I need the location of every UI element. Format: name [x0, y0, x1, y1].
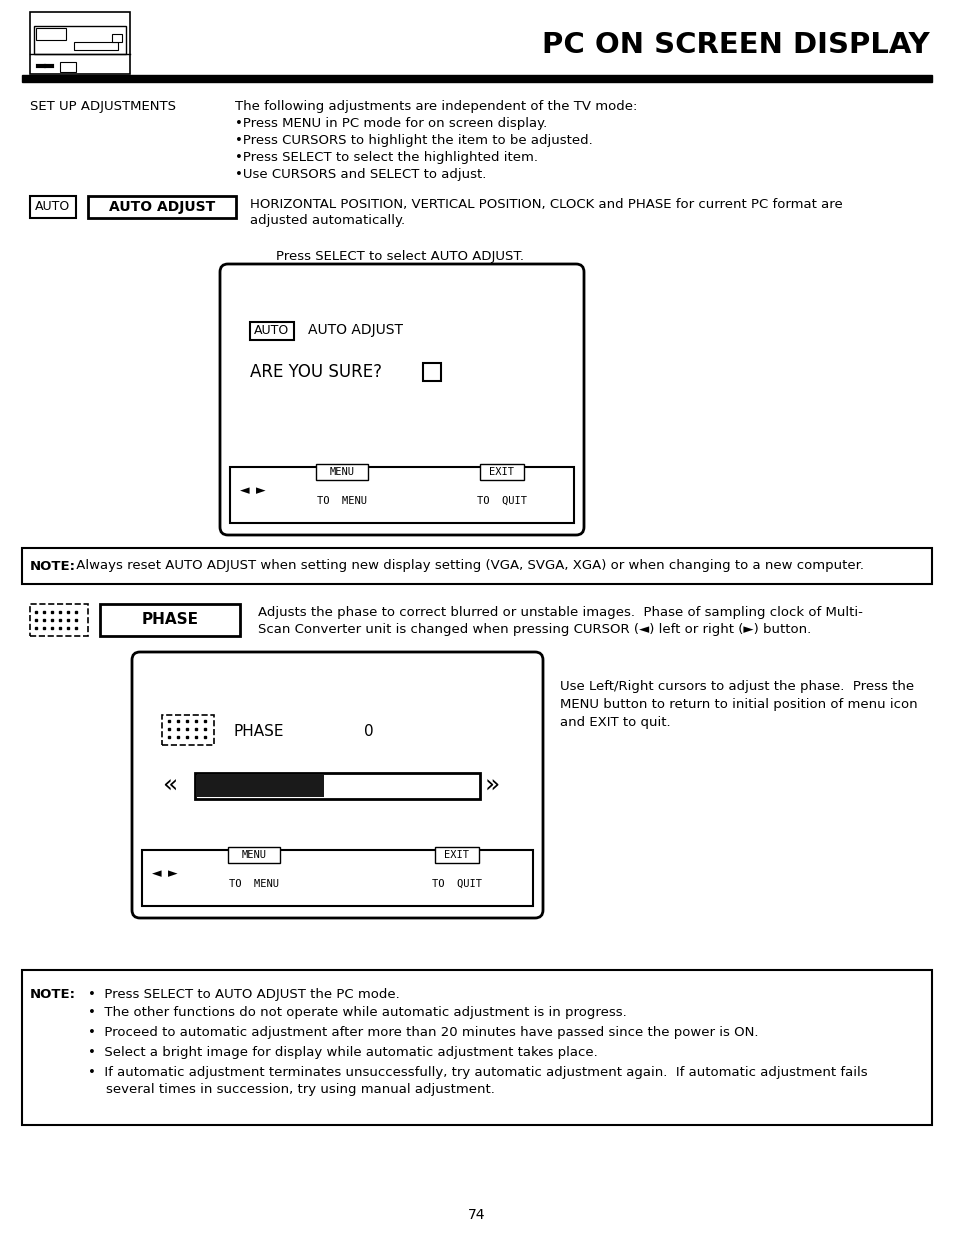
Bar [34, 26, 126, 54]
Bar [195, 776, 324, 797]
Text: several times in succession, try using manual adjustment.: several times in succession, try using m… [106, 1083, 495, 1095]
Text: HORIZONTAL POSITION, VERTICAL POSITION, CLOCK and PHASE for current PC format ar: HORIZONTAL POSITION, VERTICAL POSITION, … [250, 198, 841, 211]
Bar [22, 548, 931, 584]
Text: ◄: ◄ [152, 867, 161, 881]
Bar [100, 604, 240, 636]
Text: MENU: MENU [241, 850, 266, 860]
Bar [74, 42, 118, 49]
Text: TO  QUIT: TO QUIT [432, 879, 481, 889]
Text: EXIT: EXIT [489, 467, 514, 477]
Text: PHASE: PHASE [233, 725, 284, 740]
Text: •Press CURSORS to highlight the item to be adjusted.: •Press CURSORS to highlight the item to … [234, 135, 592, 147]
Text: PC ON SCREEN DISPLAY: PC ON SCREEN DISPLAY [542, 31, 929, 59]
Text: ARE YOU SURE?: ARE YOU SURE? [250, 363, 381, 382]
Bar [142, 850, 533, 906]
Bar [30, 604, 88, 636]
Text: Use Left/Right cursors to adjust the phase.  Press the: Use Left/Right cursors to adjust the pha… [559, 680, 913, 693]
Bar [194, 773, 479, 799]
Text: MENU button to return to initial position of menu icon: MENU button to return to initial positio… [559, 698, 917, 711]
Text: •  Proceed to automatic adjustment after more than 20 minutes have passed since : • Proceed to automatic adjustment after … [88, 1026, 758, 1039]
Text: Always reset AUTO ADJUST when setting new display setting (VGA, SVGA, XGA) or wh: Always reset AUTO ADJUST when setting ne… [71, 559, 863, 573]
Text: MENU: MENU [329, 467, 355, 477]
Text: 74: 74 [468, 1208, 485, 1221]
Bar [162, 715, 213, 745]
Text: ►: ► [168, 867, 177, 881]
Bar [22, 969, 931, 1125]
Text: TO  QUIT: TO QUIT [476, 496, 526, 506]
Bar [315, 464, 368, 480]
Text: PHASE: PHASE [141, 613, 198, 627]
Text: TO  MENU: TO MENU [316, 496, 367, 506]
Text: •  The other functions do not operate while automatic adjustment is in progress.: • The other functions do not operate whi… [88, 1007, 626, 1019]
Bar [112, 35, 122, 42]
Text: •  If automatic adjustment terminates unsuccessfully, try automatic adjustment a: • If automatic adjustment terminates uns… [88, 1066, 866, 1079]
Bar [422, 363, 440, 382]
Text: NOTE:: NOTE: [30, 988, 76, 1002]
Bar [36, 28, 66, 40]
Bar [230, 467, 574, 522]
Bar [60, 62, 76, 72]
Text: »: » [484, 774, 499, 798]
Bar [228, 847, 280, 863]
Text: •Use CURSORS and SELECT to adjust.: •Use CURSORS and SELECT to adjust. [234, 168, 486, 182]
Text: TO  MENU: TO MENU [229, 879, 278, 889]
Text: NOTE:: NOTE: [30, 559, 76, 573]
Bar [479, 464, 523, 480]
Text: The following adjustments are independent of the TV mode:: The following adjustments are independen… [234, 100, 637, 112]
Text: Scan Converter unit is changed when pressing CURSOR (◄) left or right (►) button: Scan Converter unit is changed when pres… [257, 622, 810, 636]
Bar [22, 75, 931, 82]
Text: Press SELECT to select AUTO ADJUST.: Press SELECT to select AUTO ADJUST. [275, 249, 523, 263]
FancyBboxPatch shape [132, 652, 542, 918]
Text: and EXIT to quit.: and EXIT to quit. [559, 716, 670, 729]
Text: ◄: ◄ [240, 484, 250, 498]
Text: 0: 0 [364, 725, 374, 740]
Bar [250, 322, 294, 340]
Text: AUTO ADJUST: AUTO ADJUST [109, 200, 214, 214]
Text: EXIT: EXIT [444, 850, 469, 860]
Bar [30, 196, 76, 219]
FancyBboxPatch shape [220, 264, 583, 535]
Text: SET UP ADJUSTMENTS: SET UP ADJUSTMENTS [30, 100, 175, 112]
Text: •  Press SELECT to AUTO ADJUST the PC mode.: • Press SELECT to AUTO ADJUST the PC mod… [88, 988, 399, 1002]
Text: AUTO ADJUST: AUTO ADJUST [308, 324, 402, 337]
Text: adjusted automatically.: adjusted automatically. [250, 214, 405, 227]
Text: ►: ► [255, 484, 265, 498]
Bar [435, 847, 478, 863]
Text: •  Select a bright image for display while automatic adjustment takes place.: • Select a bright image for display whil… [88, 1046, 598, 1058]
Text: «: « [162, 774, 177, 798]
Bar [88, 196, 235, 219]
Text: Adjusts the phase to correct blurred or unstable images.  Phase of sampling cloc: Adjusts the phase to correct blurred or … [257, 606, 862, 619]
Text: AUTO: AUTO [254, 325, 290, 337]
Text: AUTO: AUTO [35, 200, 71, 214]
Text: •Press SELECT to select the highlighted item.: •Press SELECT to select the highlighted … [234, 151, 537, 164]
Bar [30, 12, 130, 74]
Text: •Press MENU in PC mode for on screen display.: •Press MENU in PC mode for on screen dis… [234, 117, 547, 130]
